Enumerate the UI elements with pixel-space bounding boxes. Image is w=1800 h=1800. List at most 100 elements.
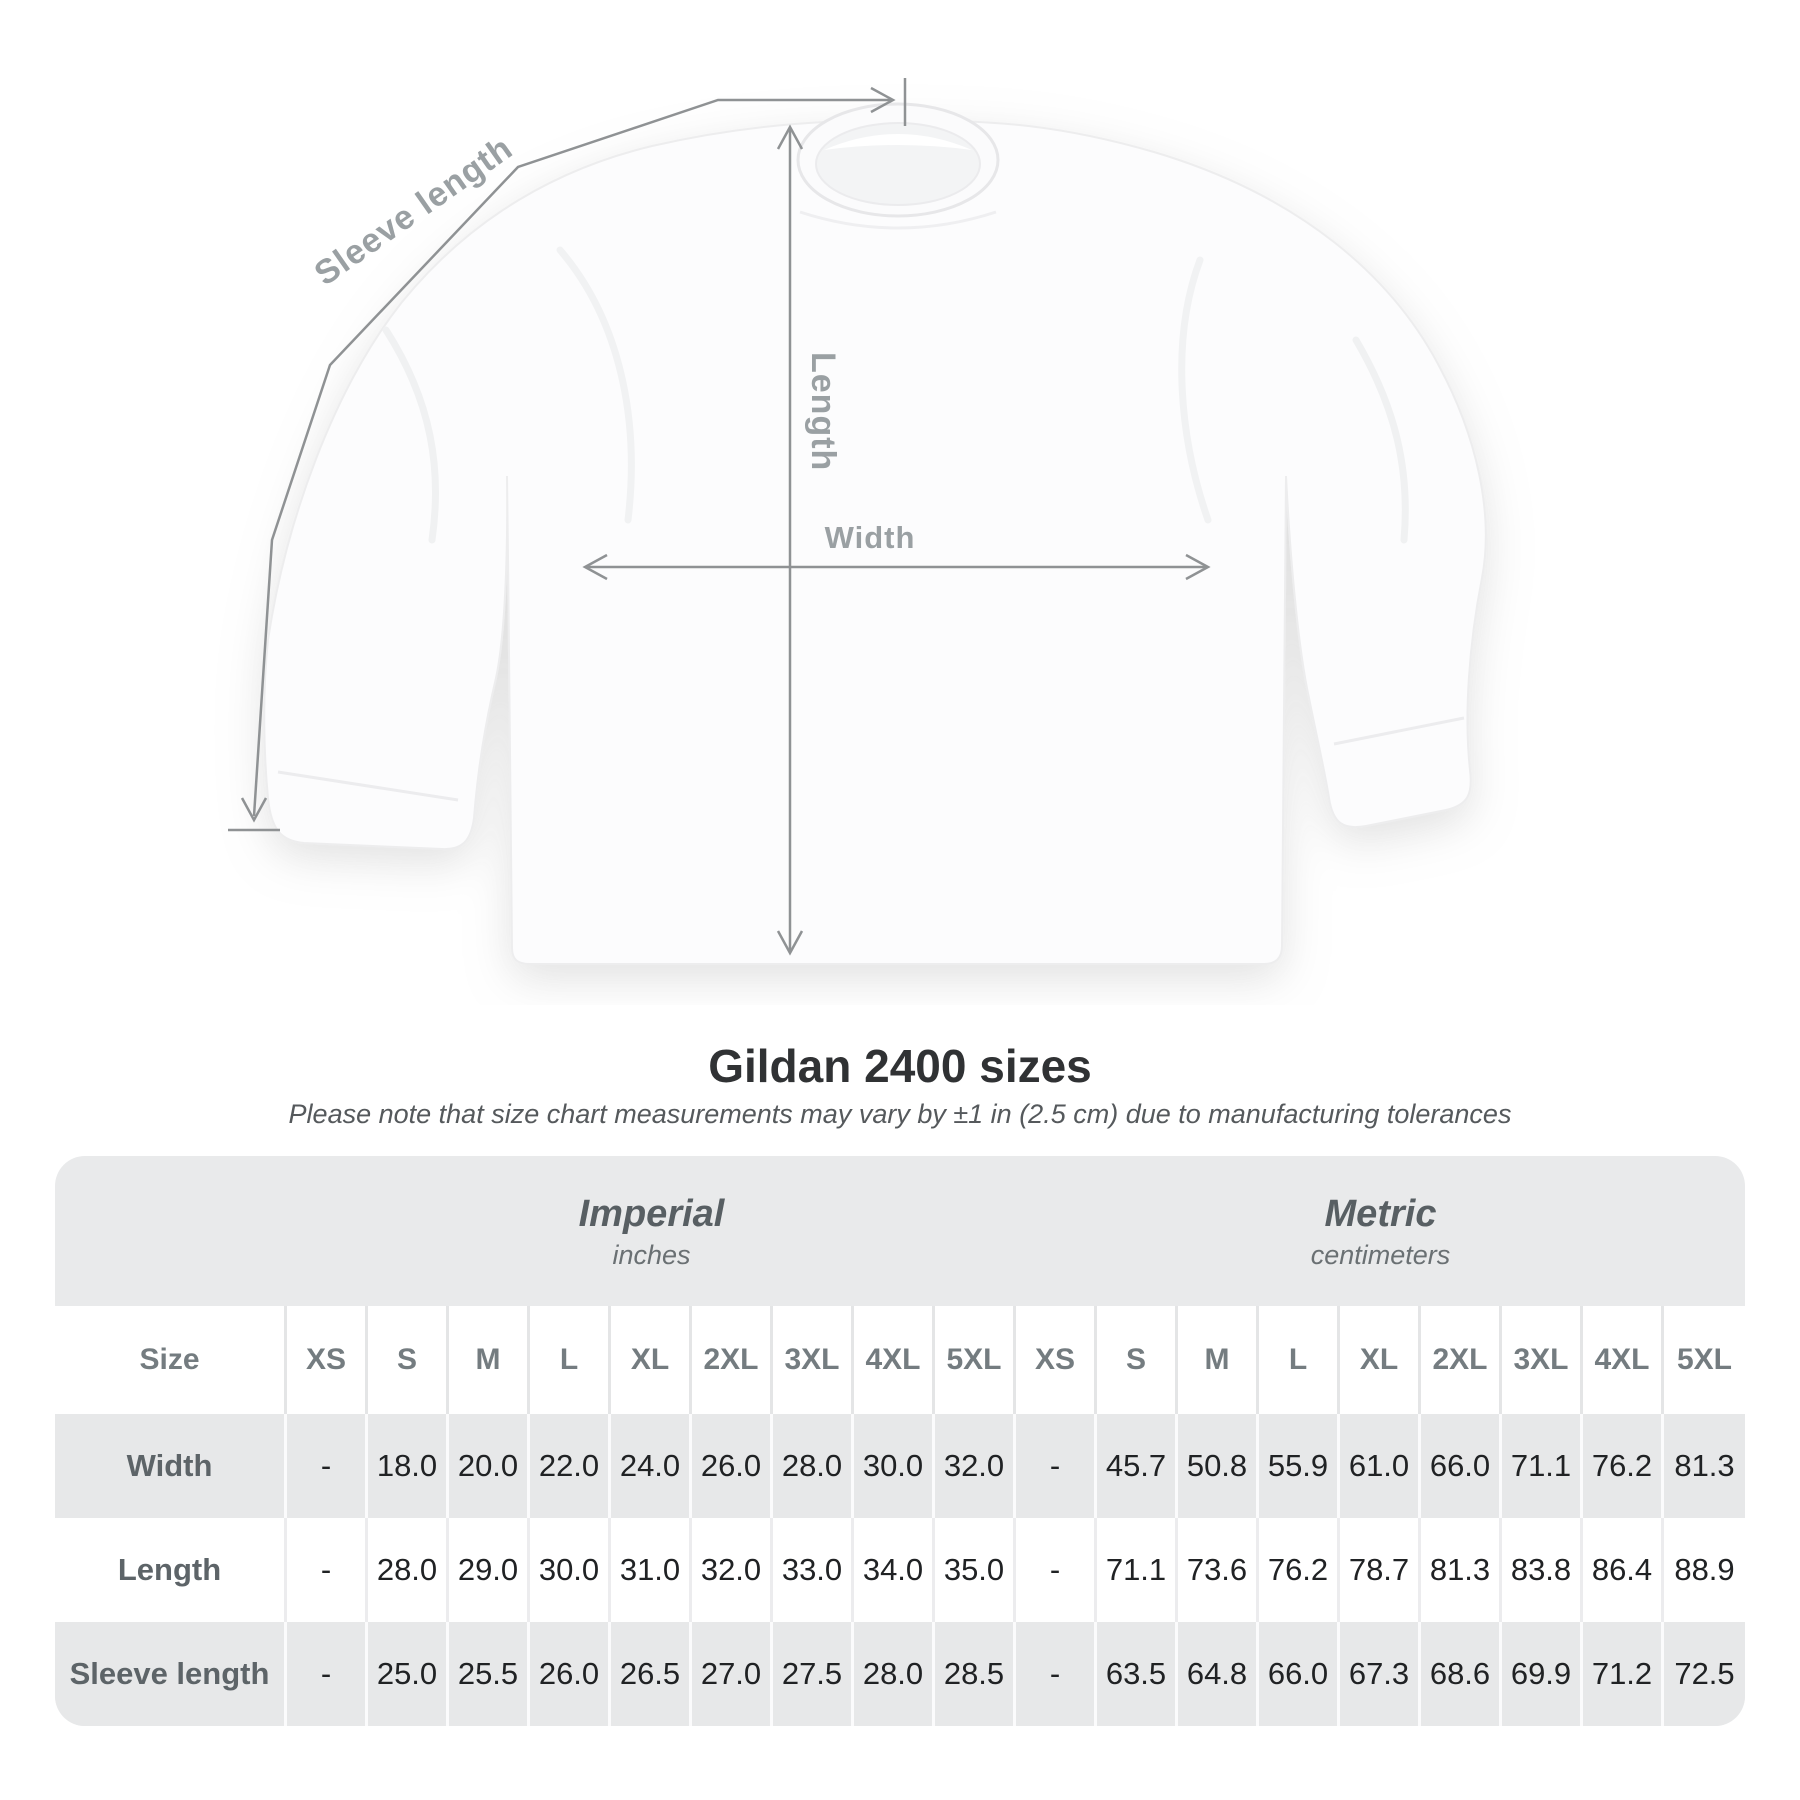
row-label: Sleeve length xyxy=(55,1622,287,1726)
size-header-cell: S xyxy=(1097,1306,1178,1414)
size-header-cell: 3XL xyxy=(1502,1306,1583,1414)
value-cell: 32.0 xyxy=(692,1518,773,1622)
value-cell: - xyxy=(1016,1622,1097,1726)
sleeve-length-arrow-down xyxy=(240,797,268,823)
shirt-crease xyxy=(799,210,997,230)
value-cell: 81.3 xyxy=(1664,1414,1745,1518)
measurement-annotations xyxy=(228,78,1211,956)
value-cell: 28.0 xyxy=(854,1622,935,1726)
value-cell: 81.3 xyxy=(1421,1518,1502,1622)
row-label: Length xyxy=(55,1518,287,1622)
value-cell: 45.7 xyxy=(1097,1414,1178,1518)
left-cuff-seam xyxy=(277,770,459,802)
collar-inner-highlight xyxy=(824,134,972,150)
size-header-cell: XS xyxy=(1016,1306,1097,1414)
size-header-cell: 2XL xyxy=(1421,1306,1502,1414)
value-cell: 71.2 xyxy=(1583,1622,1664,1726)
value-cell: 28.0 xyxy=(773,1414,854,1518)
value-cell: 25.0 xyxy=(368,1622,449,1726)
size-header-cell: M xyxy=(449,1306,530,1414)
table-row-length: Length - 28.0 29.0 30.0 31.0 32.0 33.0 3… xyxy=(55,1518,1745,1622)
value-cell: 86.4 xyxy=(1583,1518,1664,1622)
value-cell: 83.8 xyxy=(1502,1518,1583,1622)
value-cell: 50.8 xyxy=(1178,1414,1259,1518)
value-cell: 26.5 xyxy=(611,1622,692,1726)
length-arrow-down xyxy=(776,930,804,956)
value-cell: 73.6 xyxy=(1178,1518,1259,1622)
unit-headers-row: Imperial inches Metric centimeters xyxy=(55,1156,1745,1306)
value-cell: 68.6 xyxy=(1421,1622,1502,1726)
imperial-unit: inches xyxy=(612,1239,691,1270)
value-cell: 18.0 xyxy=(368,1414,449,1518)
value-cell: 22.0 xyxy=(530,1414,611,1518)
metric-title: Metric xyxy=(1324,1193,1437,1236)
length-arrow-up xyxy=(776,124,804,150)
size-table: Imperial inches Metric centimeters Size … xyxy=(55,1156,1745,1726)
shirt-illustration xyxy=(263,102,1487,965)
value-cell: 30.0 xyxy=(854,1414,935,1518)
shirt-measurement-figure: Sleeve length Length Width xyxy=(228,78,1487,965)
value-cell: 24.0 xyxy=(611,1414,692,1518)
width-arrow-left xyxy=(582,553,608,581)
size-header-cell: 2XL xyxy=(692,1306,773,1414)
value-cell: 30.0 xyxy=(530,1518,611,1622)
value-cell: 35.0 xyxy=(935,1518,1016,1622)
value-cell: - xyxy=(1016,1414,1097,1518)
value-cell: - xyxy=(287,1414,368,1518)
value-cell: 31.0 xyxy=(611,1518,692,1622)
value-cell: 34.0 xyxy=(854,1518,935,1622)
shirt-crease xyxy=(1352,336,1409,544)
size-header-cell: M xyxy=(1178,1306,1259,1414)
value-cell: 26.0 xyxy=(692,1414,773,1518)
value-cell: 63.5 xyxy=(1097,1622,1178,1726)
right-cuff-seam xyxy=(1333,716,1465,746)
value-cell: - xyxy=(287,1518,368,1622)
value-cell: 72.5 xyxy=(1664,1622,1745,1726)
size-header-cell: 4XL xyxy=(1583,1306,1664,1414)
value-cell: 78.7 xyxy=(1340,1518,1421,1622)
value-cell: 71.1 xyxy=(1097,1518,1178,1622)
metric-unit: centimeters xyxy=(1310,1239,1451,1270)
shirt-crease xyxy=(556,246,635,524)
value-cell: 55.9 xyxy=(1259,1414,1340,1518)
sleeve-length-arrow-right xyxy=(870,86,896,114)
sleeve-length-line xyxy=(252,98,893,817)
value-cell: 20.0 xyxy=(449,1414,530,1518)
size-header-cell: XL xyxy=(1340,1306,1421,1414)
shirt-figure-svg: Sleeve length Length Width xyxy=(228,78,1487,965)
value-cell: 27.5 xyxy=(773,1622,854,1726)
value-cell: 27.0 xyxy=(692,1622,773,1726)
tolerance-note: Please note that size chart measurements… xyxy=(288,1099,1512,1129)
value-cell: 33.0 xyxy=(773,1518,854,1622)
value-cell: - xyxy=(1016,1518,1097,1622)
value-cell: - xyxy=(287,1622,368,1726)
shirt-crease xyxy=(1178,256,1212,524)
value-cell: 76.2 xyxy=(1583,1414,1664,1518)
width-arrow-right xyxy=(1185,553,1211,581)
value-cell: 67.3 xyxy=(1340,1622,1421,1726)
table-row-width: Width - 18.0 20.0 22.0 24.0 26.0 28.0 30… xyxy=(55,1414,1745,1518)
size-header-cell: 4XL xyxy=(854,1306,935,1414)
size-header-cell: L xyxy=(530,1306,611,1414)
value-cell: 25.5 xyxy=(449,1622,530,1726)
row-label: Width xyxy=(55,1414,287,1518)
value-cell: 66.0 xyxy=(1259,1622,1340,1726)
size-header-cell: 3XL xyxy=(773,1306,854,1414)
imperial-header: Imperial inches xyxy=(287,1191,1016,1271)
value-cell: 88.9 xyxy=(1664,1518,1745,1622)
size-header-cell: XL xyxy=(611,1306,692,1414)
value-cell: 32.0 xyxy=(935,1414,1016,1518)
length-label: Length xyxy=(804,352,842,471)
size-col-header: Size xyxy=(55,1306,287,1414)
value-cell: 28.5 xyxy=(935,1622,1016,1726)
value-cell: 69.9 xyxy=(1502,1622,1583,1726)
metric-header: Metric centimeters xyxy=(1016,1191,1745,1271)
size-header-cell: L xyxy=(1259,1306,1340,1414)
value-cell: 71.1 xyxy=(1502,1414,1583,1518)
shirt-crease xyxy=(382,326,439,544)
size-header-cell: S xyxy=(368,1306,449,1414)
value-cell: 61.0 xyxy=(1340,1414,1421,1518)
imperial-title: Imperial xyxy=(578,1193,725,1236)
value-cell: 29.0 xyxy=(449,1518,530,1622)
